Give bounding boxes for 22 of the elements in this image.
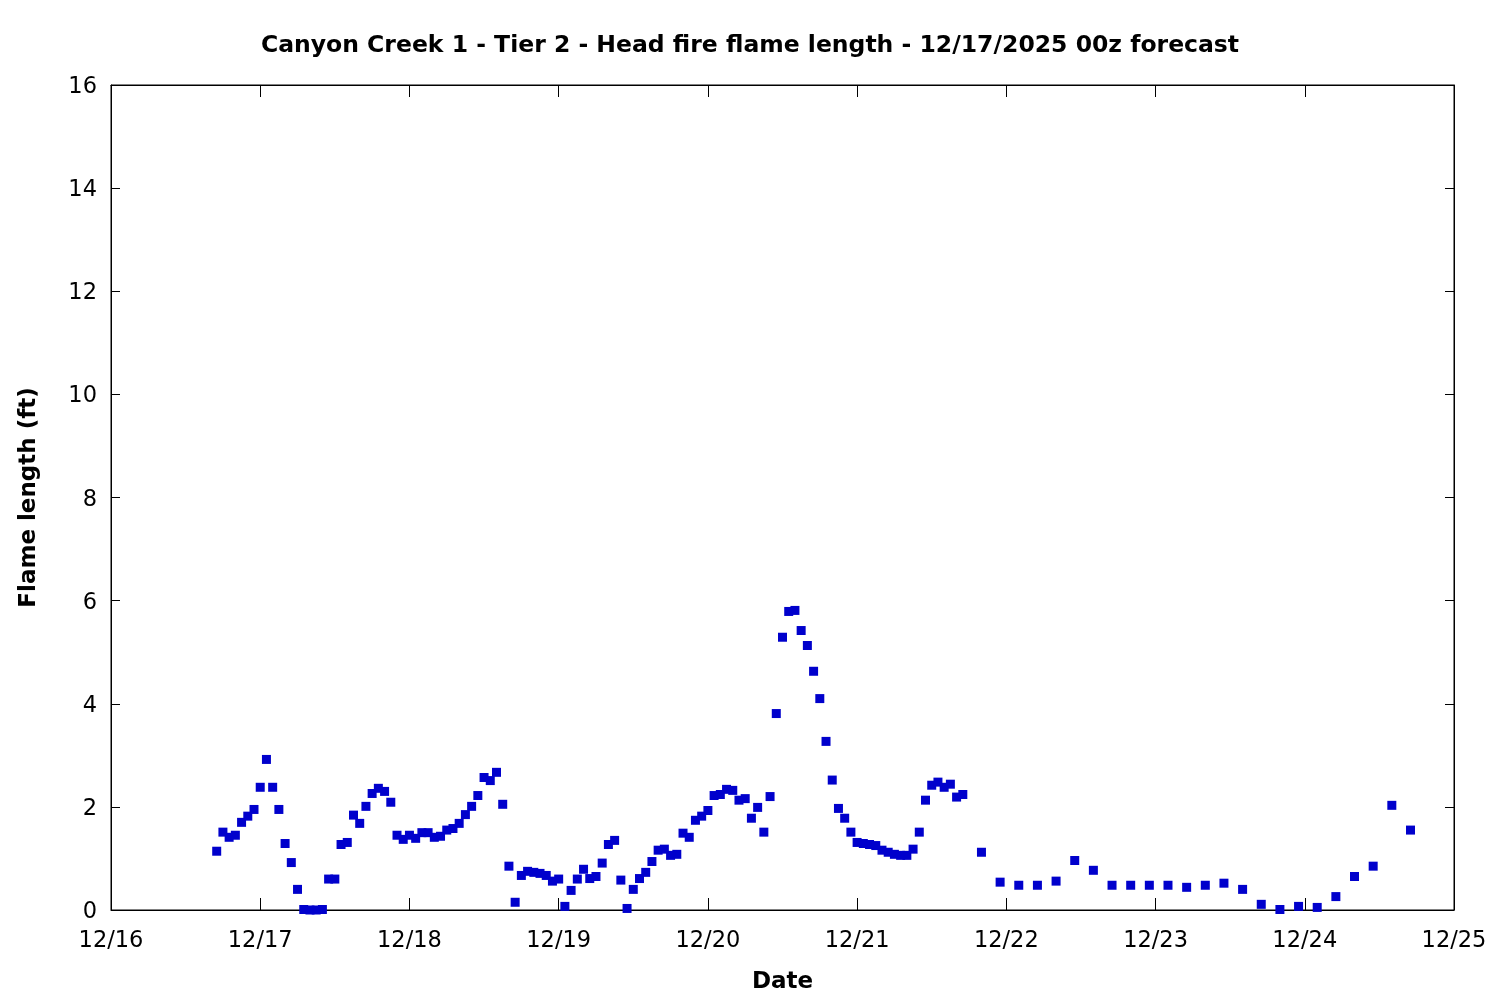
y-tick-label: 4 — [82, 690, 97, 717]
chart-title: Canyon Creek 1 - Tier 2 - Head fire flame length - 12/17/2025 00z forecast — [260, 30, 1240, 58]
y-tick-label: 10 — [68, 381, 97, 408]
x-axis-title: Date — [751, 966, 814, 993]
y-tick-label: 12 — [68, 278, 97, 305]
y-tick-label: 0 — [82, 897, 97, 923]
x-tick-label: 12/21 — [824, 925, 890, 952]
x-tick-label: 12/24 — [1272, 925, 1338, 952]
x-tick-label: 12/23 — [1123, 925, 1188, 952]
x-tick-label: 12/17 — [227, 925, 293, 952]
x-tick-label: 12/22 — [973, 925, 1039, 952]
x-tick-label: 12/20 — [675, 925, 741, 952]
y-tick-label: 16 — [68, 72, 97, 98]
y-tick-label: 2 — [82, 793, 97, 820]
x-tick-label: 12/19 — [526, 925, 592, 952]
x-tick-label: 12/18 — [377, 925, 442, 952]
y-tick-label: 8 — [82, 484, 97, 511]
x-tick-label: 12/16 — [78, 925, 144, 952]
y-axis-title: Flame length (ft) — [13, 387, 40, 608]
y-tick-label: 6 — [82, 587, 97, 614]
x-tick-label: 12/25 — [1421, 925, 1487, 952]
y-tick-label: 14 — [68, 175, 97, 202]
